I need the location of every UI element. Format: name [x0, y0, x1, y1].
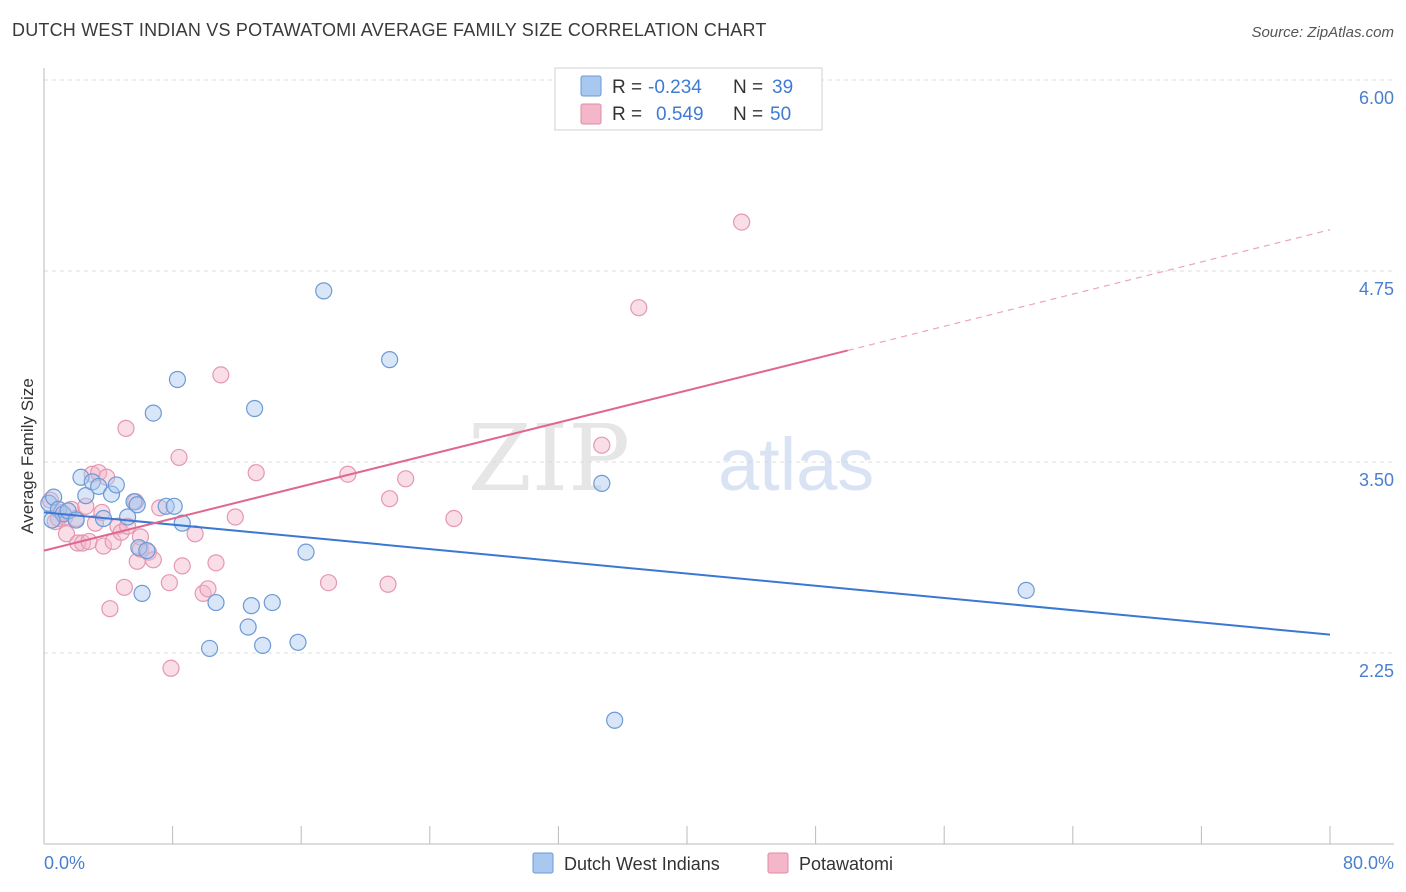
potawatomi-point [90, 464, 108, 482]
dutch-west-indians-point [593, 474, 611, 492]
potawatomi-point [173, 557, 191, 575]
potawatomi-point [160, 574, 178, 592]
y-tick-label: 4.75 [1359, 279, 1394, 299]
legend-n-value-pink: 50 [770, 104, 791, 125]
potawatomi-point [445, 509, 463, 528]
x-tick-label-max: 80.0% [1343, 853, 1394, 873]
potawatomi-point [379, 575, 397, 593]
dutch-west-indians-point [102, 485, 121, 503]
dutch-west-indians-point [90, 477, 108, 496]
bottom-legend-swatch-pink [767, 852, 789, 874]
legend-n-value-blue: 39 [772, 77, 793, 98]
dutch-west-indians-point [128, 496, 146, 514]
potawatomi-point [151, 499, 169, 517]
dutch-west-indians-point [173, 514, 191, 532]
dutch-west-indians-point [239, 618, 257, 636]
potawatomi-point [117, 419, 135, 437]
dutch-west-indians-point [200, 639, 219, 658]
dutch-west-indians-trend-line [43, 511, 1331, 636]
potawatomi-point [94, 537, 113, 555]
potawatomi-point [397, 470, 415, 488]
source-label: Source: ZipAtlas.com [1251, 24, 1394, 41]
dutch-west-indians-point [245, 399, 264, 418]
potawatomi-point [733, 213, 751, 231]
dutch-west-indians-point [165, 497, 183, 515]
potawatomi-point [115, 578, 133, 596]
dutch-west-indians-point [107, 476, 125, 494]
dutch-west-indians-point [138, 542, 156, 560]
dutch-west-indians-point [43, 511, 61, 529]
potawatomi-point [319, 574, 338, 592]
dutch-west-indians-point [72, 468, 90, 486]
watermark-zip: ZIP [468, 405, 630, 512]
y-tick-label: 3.50 [1359, 470, 1394, 490]
potawatomi-points [41, 213, 751, 677]
legend-r-label-blue: R = [612, 77, 642, 98]
potawatomi-point [207, 554, 225, 572]
bottom-legend-label-blue: Dutch West Indians [564, 854, 720, 874]
legend-swatch-blue [580, 75, 602, 97]
potawatomi-point [593, 436, 611, 454]
potawatomi-point [199, 580, 217, 598]
potawatomi-point [247, 464, 265, 482]
dutch-west-indians-point [297, 543, 315, 561]
potawatomi-point [226, 508, 244, 526]
dutch-west-indians-point [144, 404, 162, 422]
bottom-legend-swatch-blue [532, 852, 554, 874]
potawatomi-point [131, 528, 150, 546]
bottom-legend-label-pink: Potawatomi [799, 854, 893, 874]
watermark-atlas: atlas [718, 423, 874, 506]
potawatomi-point [57, 525, 76, 543]
dutch-west-indians-point [77, 487, 95, 505]
dutch-west-indians-point [289, 633, 307, 651]
dutch-west-indians-point [263, 593, 281, 612]
x-ticks [43, 826, 1331, 844]
potawatomi-point [144, 551, 162, 569]
potawatomi-point [194, 584, 212, 603]
dutch-west-indians-point [242, 597, 260, 615]
grid-lines [44, 79, 1394, 654]
potawatomi-point [93, 503, 111, 522]
dutch-west-indians-point [207, 593, 225, 612]
chart-title: DUTCH WEST INDIAN VS POTAWATOMI AVERAGE … [12, 20, 767, 40]
legend-r-label-pink: R = [612, 104, 642, 125]
legend-swatch-pink [580, 103, 602, 125]
dutch-west-indians-point [125, 493, 143, 511]
potawatomi-point [162, 659, 180, 677]
dutch-west-indians-point [606, 711, 624, 729]
dutch-west-indians-point [168, 370, 187, 389]
y-tick-label: 2.25 [1359, 661, 1394, 681]
legend-n-label-pink: N = [733, 104, 763, 125]
watermark: ZIP atlas [468, 405, 874, 512]
bottom-legend: Dutch West Indians Potawatomi [532, 852, 893, 874]
y-axis-label: Average Family Size [18, 378, 37, 534]
y-tick-labels: 2.25 3.50 4.75 6.00 [1359, 88, 1394, 681]
axes [43, 68, 1394, 845]
dutch-west-indians-point [133, 584, 151, 603]
dutch-west-indians-point [1017, 581, 1035, 599]
potawatomi-point [212, 366, 230, 384]
legend-r-value-pink: 0.549 [656, 104, 704, 125]
potawatomi-point [86, 514, 105, 532]
legend-box: R = -0.234 N = 39 R = 0.549 N = 50 [554, 67, 823, 131]
legend-n-label-blue: N = [733, 77, 763, 98]
y-tick-label: 6.00 [1359, 88, 1394, 108]
dutch-west-indians-point [254, 636, 272, 654]
x-tick-label-min: 0.0% [44, 853, 85, 873]
legend-r-value-blue: -0.234 [648, 77, 702, 98]
potawatomi-point [381, 490, 399, 508]
potawatomi-trend-line [43, 349, 848, 552]
potawatomi-point [101, 600, 119, 618]
trend-lines [43, 229, 1331, 636]
potawatomi-point [170, 448, 188, 467]
potawatomi-point [630, 299, 648, 317]
dutch-west-indians-point [315, 282, 333, 300]
potawatomi-trend-extension [847, 229, 1331, 352]
dutch-west-indians-points [40, 282, 1035, 729]
dutch-west-indians-point [381, 351, 399, 369]
